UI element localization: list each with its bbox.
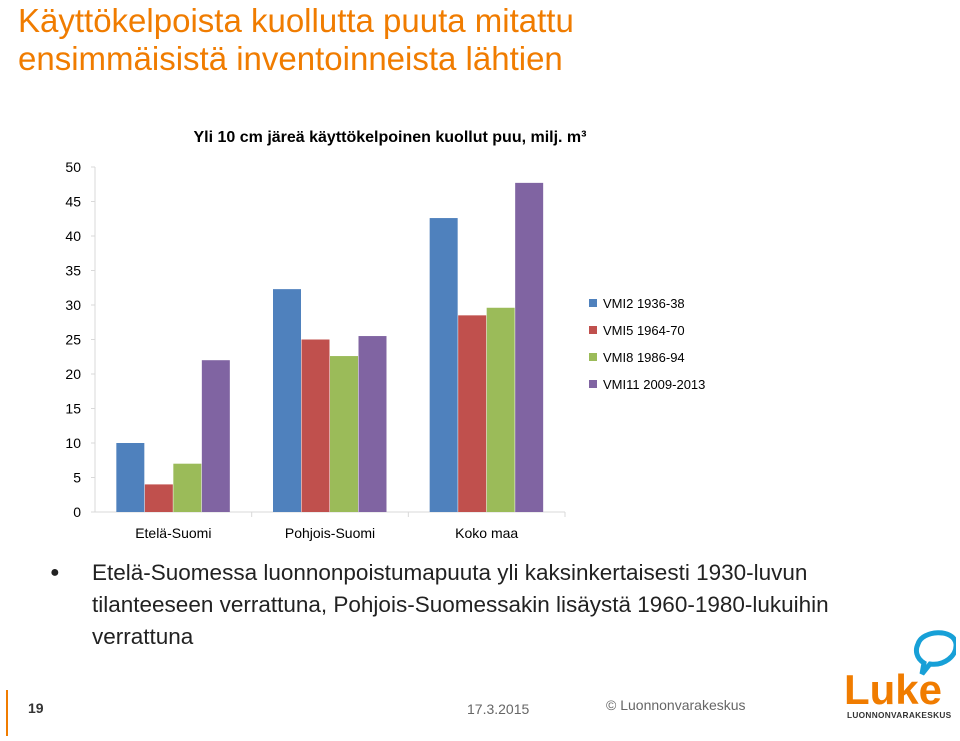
bar — [201, 360, 230, 512]
y-tick-label: 5 — [73, 470, 81, 486]
bullet-text: Etelä-Suomessa luonnonpoistumapuuta yli … — [92, 560, 829, 649]
slide-date: 17.3.2015 — [467, 701, 530, 717]
logo-wordmark: Luke — [844, 666, 942, 713]
bar — [144, 484, 173, 512]
y-tick-label: 40 — [65, 228, 81, 244]
x-category-label: Pohjois-Suomi — [285, 525, 375, 541]
bar — [486, 307, 515, 512]
chart-title: Yli 10 cm järeä käyttökelpoinen kuollut … — [194, 129, 587, 146]
y-tick-label: 20 — [65, 366, 81, 382]
bar — [273, 289, 301, 512]
page-number: 19 — [28, 700, 44, 716]
bar — [173, 463, 202, 512]
bar — [330, 356, 358, 512]
legend-swatch — [589, 353, 597, 361]
bullet-point: ● Etelä-Suomessa luonnonpoistumapuuta yl… — [50, 557, 930, 653]
logo-subtitle: LUONNONVARAKESKUS — [847, 710, 952, 720]
bar — [116, 443, 145, 512]
legend-swatch — [589, 380, 597, 388]
x-category-label: Koko maa — [455, 525, 518, 541]
legend-swatch — [589, 299, 597, 307]
slide-title-line-1: Käyttökelpoista kuollutta puuta mitattu — [18, 2, 574, 39]
y-tick-label: 0 — [73, 504, 81, 520]
legend-label: VMI11 2009-2013 — [603, 377, 705, 392]
bar — [429, 218, 458, 512]
leaf-speech-bubble-icon — [913, 630, 956, 676]
legend-label: VMI8 1986-94 — [603, 350, 685, 365]
plot-area: 0 5 10 15 20 25 30 35 40 45 50 Etelä-Suomi Pohjois-S… — [65, 159, 566, 541]
bullet-marker: ● — [50, 564, 60, 581]
y-tick-label: 25 — [65, 332, 81, 348]
slide-title: Käyttökelpoista kuollutta puuta mitattu … — [18, 2, 574, 78]
y-tick-label: 30 — [65, 297, 81, 313]
x-category-label: Etelä-Suomi — [135, 525, 211, 541]
bar — [358, 336, 387, 512]
legend-label: VMI2 1936-38 — [603, 296, 685, 311]
y-tick-label: 45 — [65, 194, 81, 210]
footer-divider — [6, 690, 8, 736]
bar-chart: Yli 10 cm järeä käyttökelpoinen kuollut … — [65, 129, 705, 541]
bar — [515, 182, 544, 512]
slide-title-line-2: ensimmäisistä inventoinneista lähtien — [18, 40, 563, 77]
y-tick-label: 10 — [65, 435, 81, 451]
legend-swatch — [589, 326, 597, 334]
chart-legend: VMI2 1936-38 VMI5 1964-70 VMI8 1986-94 VMI1… — [589, 296, 705, 392]
copyright-text: © Luonnonvarakeskus — [606, 697, 746, 713]
bar — [458, 315, 487, 512]
y-tick-label: 35 — [65, 263, 81, 279]
bar — [301, 339, 330, 512]
legend-label: VMI5 1964-70 — [603, 323, 685, 338]
y-tick-label: 15 — [65, 401, 81, 417]
y-tick-label: 50 — [65, 159, 81, 175]
luke-logo: Luke LUONNONVARAKESKUS — [844, 630, 956, 720]
